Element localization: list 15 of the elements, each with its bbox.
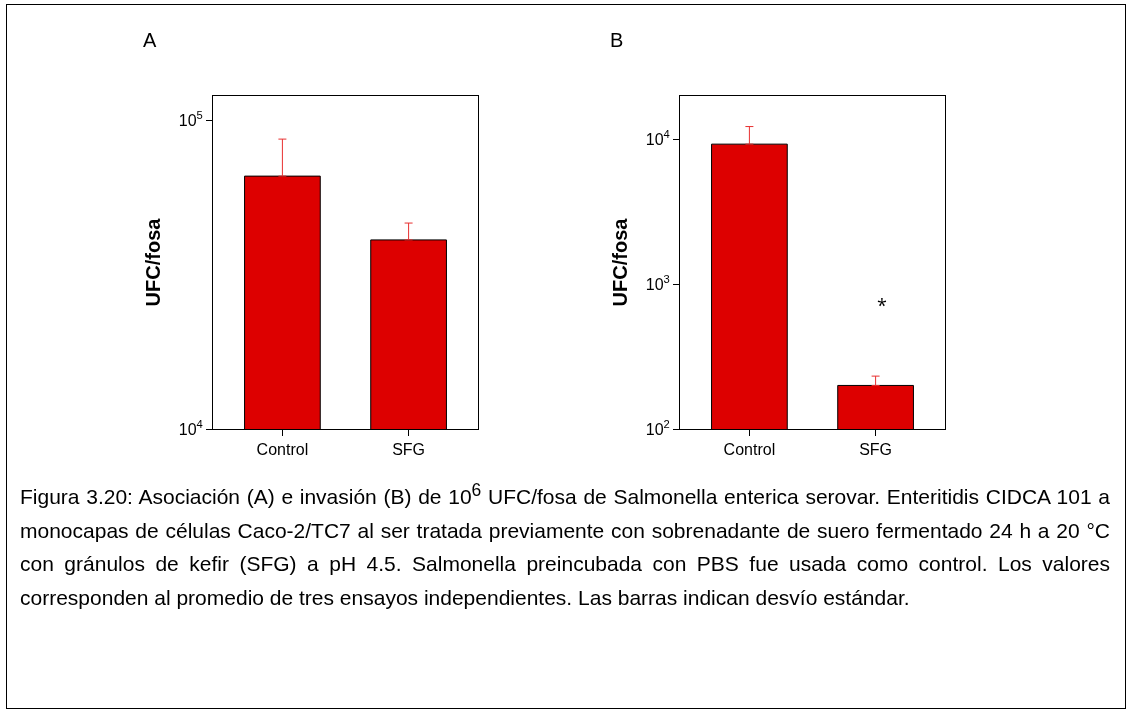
x-tick-label: Control — [256, 441, 309, 459]
x-tick-label: Control — [723, 441, 776, 459]
y-tick-label: 10$^{4}$ — [178, 417, 203, 438]
y-tick-label: 10$^{3}$ — [645, 273, 670, 293]
chart-title: B — [610, 29, 624, 51]
chart-title: A — [143, 29, 157, 51]
text: Figura 3.20: Asociación (A) e invasión (B) de 10$^{6}$ UFC/fosa de Salmonella enterica serovar. Enteritidis CIDCA 101 a monocapas de células Caco-2/TC7 al ser tratada previamente con sobrenadante de suero fermentado 24 h a 20 °C con gránulos de kefir (SFG) a pH 4.5. Salmonella preincubada con PBS fue usada como control. Los valores corresponden al promedio de tres ensayos independientes. Las barras indican desvío estándar. — [20, 479, 1110, 611]
y-axis-title: UFC/fosa — [609, 217, 632, 307]
y-tick-label: 10$^{5}$ — [178, 109, 203, 130]
y-tick-label: 10$^{2}$ — [645, 417, 670, 438]
y-tick-label: 10$^{4}$ — [645, 128, 670, 149]
x-tick-label: SFG — [859, 441, 893, 459]
annotation: * — [877, 293, 887, 317]
y-axis-title: UFC/fosa — [142, 217, 165, 307]
x-tick-label: SFG — [392, 441, 426, 459]
